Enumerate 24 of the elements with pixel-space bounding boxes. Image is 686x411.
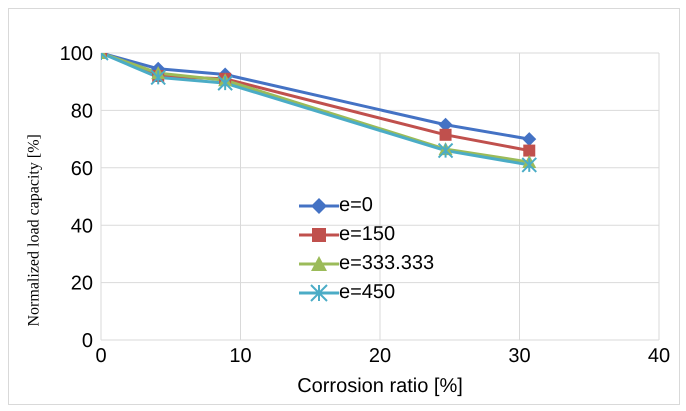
point xyxy=(438,142,454,159)
y-axis-title: Normalized load capacity [%] xyxy=(26,134,43,326)
point xyxy=(523,144,536,157)
y-tick-label: 40 xyxy=(70,215,93,238)
point xyxy=(440,128,452,141)
x-tick-label: 40 xyxy=(648,345,670,368)
legend-label: e=333.333 xyxy=(339,252,434,275)
y-tick-label: 0 xyxy=(82,330,93,352)
point xyxy=(217,75,234,92)
y-tick-label: 80 xyxy=(70,100,93,122)
y-tick-label: 60 xyxy=(70,158,93,180)
x-tick-label: 20 xyxy=(368,345,392,368)
x-axis-title: Corrosion ratio [%] xyxy=(297,375,463,397)
point xyxy=(521,156,538,173)
point xyxy=(522,132,536,146)
x-tick-label: 30 xyxy=(508,345,531,368)
x-tick-label: 10 xyxy=(229,345,252,368)
y-tick-label: 20 xyxy=(70,272,93,295)
point xyxy=(150,69,166,86)
legend-label: e=0 xyxy=(339,194,373,217)
y-tick-label: 100 xyxy=(60,43,93,66)
legend-label: e=150 xyxy=(339,223,396,246)
legend-label: e=450 xyxy=(339,281,396,304)
x-tick-label: 0 xyxy=(95,345,107,368)
